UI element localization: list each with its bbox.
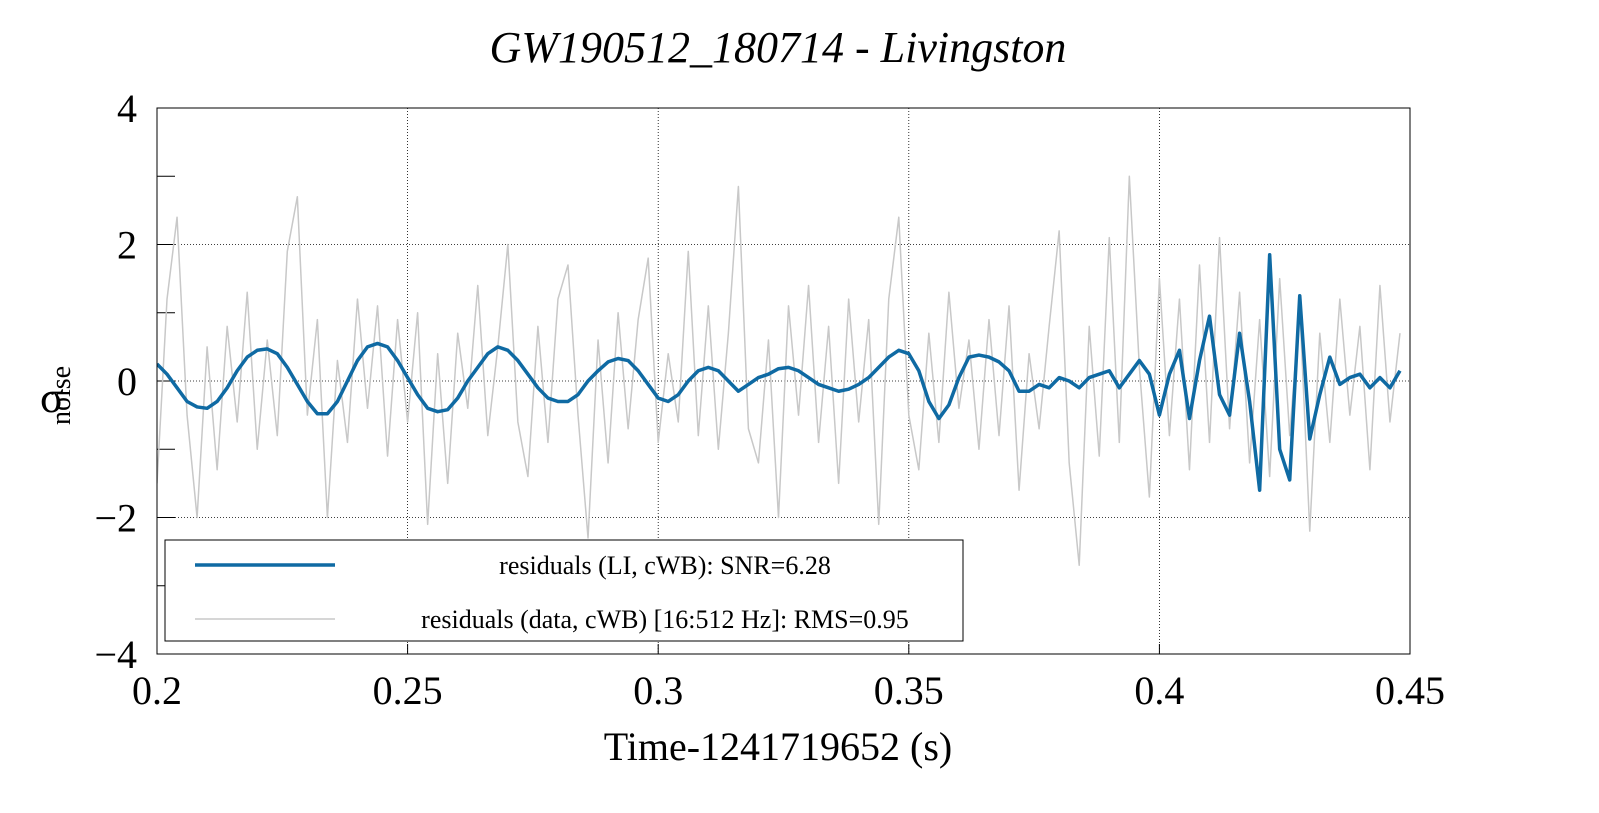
plot-area	[157, 175, 1402, 567]
y-tick-label: −4	[94, 632, 137, 677]
y-axis-label-subscript: noise	[46, 366, 77, 425]
y-tick-label: −2	[94, 496, 137, 541]
x-tick-label: 0.3	[633, 668, 683, 713]
legend-label: residuals (LI, cWB): SNR=6.28	[499, 551, 831, 580]
chart-title: GW190512_180714 - Livingston	[490, 23, 1067, 72]
x-tick-label: 0.2	[132, 668, 182, 713]
data-line	[157, 252, 1402, 492]
data-line	[157, 175, 1401, 567]
legend-label: residuals (data, cWB) [16:512 Hz]: RMS=0…	[421, 605, 909, 634]
y-tick-label: 0	[117, 359, 137, 404]
x-tick-label: 0.45	[1375, 668, 1445, 713]
legend-box	[164, 539, 964, 642]
x-tick-label: 0.4	[1134, 668, 1184, 713]
y-axis-label: σ	[40, 373, 64, 422]
x-axis-label: Time-1241719652 (s)	[604, 724, 953, 769]
y-tick-label: 2	[117, 223, 137, 268]
y-tick-label: 4	[117, 86, 137, 131]
x-tick-label: 0.35	[874, 668, 944, 713]
plot-frame	[156, 107, 1411, 655]
x-tick-label: 0.25	[373, 668, 443, 713]
